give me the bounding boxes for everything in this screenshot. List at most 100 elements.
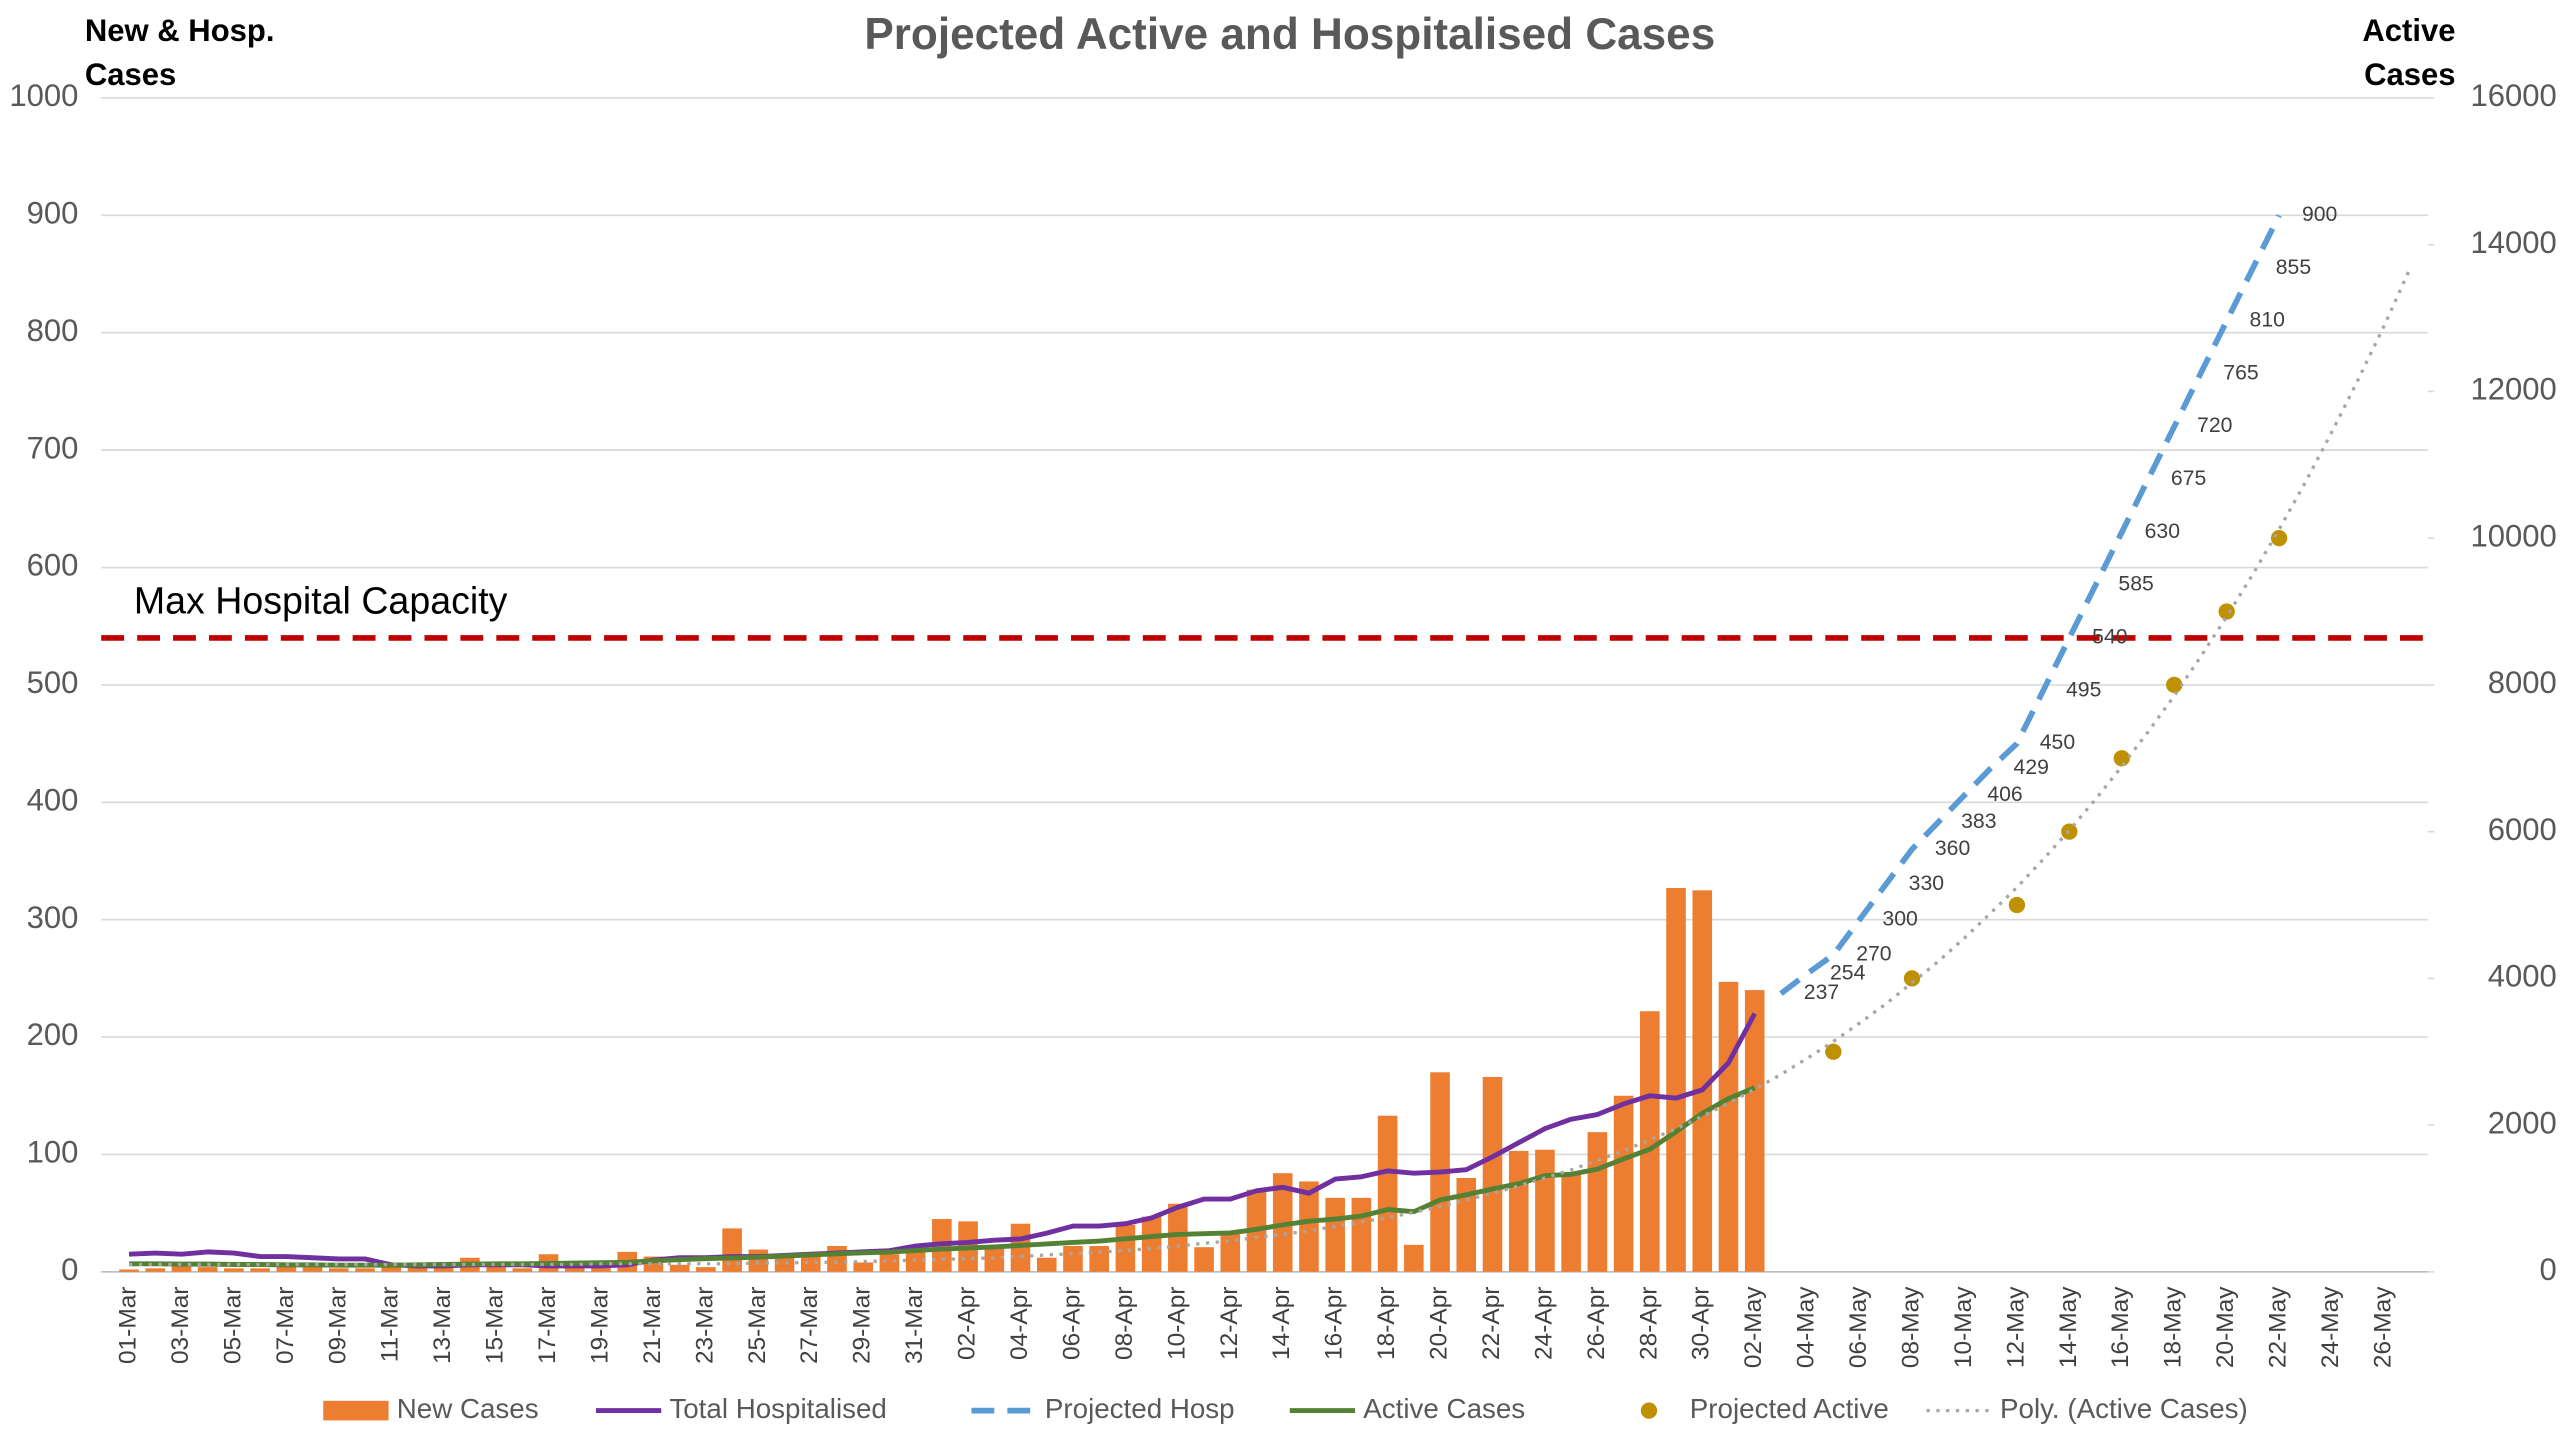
x-tick-label: 03-Mar bbox=[167, 1287, 194, 1365]
y-tick-label: 800 bbox=[27, 313, 79, 348]
y-tick-label: 200 bbox=[27, 1017, 79, 1052]
x-tick-label: 20-May bbox=[2212, 1286, 2239, 1368]
data-label: 810 bbox=[2250, 309, 2285, 332]
x-tick-label: 12-Apr bbox=[1216, 1287, 1243, 1360]
bar bbox=[827, 1246, 847, 1272]
legend-label: Total Hospitalised bbox=[669, 1393, 886, 1424]
x-tick-label: 16-Apr bbox=[1321, 1287, 1348, 1360]
y-axis-label: New & Hosp. bbox=[85, 13, 275, 48]
bar bbox=[1482, 1076, 1503, 1272]
bar bbox=[328, 1268, 349, 1272]
x-tick-label: 08-Apr bbox=[1111, 1287, 1138, 1360]
legend-swatch bbox=[1640, 1402, 1658, 1419]
y-tick-label: 900 bbox=[27, 196, 79, 231]
bar bbox=[1587, 1132, 1608, 1272]
x-tick-label: 23-Mar bbox=[691, 1287, 718, 1365]
data-label: 300 bbox=[1882, 907, 1917, 930]
y2-tick-label: 2000 bbox=[2488, 1105, 2557, 1140]
x-tick-label: 21-Mar bbox=[639, 1287, 666, 1365]
marker bbox=[2166, 676, 2183, 694]
marker bbox=[2270, 530, 2288, 547]
bar bbox=[774, 1257, 795, 1272]
bar bbox=[1036, 1257, 1057, 1272]
reference-label: Max Hospital Capacity bbox=[134, 580, 508, 622]
y2-tick-label: 0 bbox=[2539, 1252, 2556, 1287]
bar bbox=[1613, 1095, 1634, 1272]
chart-title: Projected Active and Hospitalised Cases bbox=[864, 10, 1715, 59]
x-tick-label: 18-Apr bbox=[1373, 1287, 1400, 1360]
y2-tick-label: 8000 bbox=[2488, 665, 2557, 700]
y2-tick-label: 10000 bbox=[2470, 518, 2556, 553]
bar bbox=[1220, 1233, 1241, 1272]
legend-label: Active Cases bbox=[1363, 1393, 1525, 1424]
x-tick-label: 28-Apr bbox=[1635, 1287, 1662, 1360]
x-tick-label: 12-May bbox=[2002, 1286, 2029, 1368]
x-tick-label: 26-May bbox=[2369, 1286, 2396, 1368]
x-tick-label: 22-May bbox=[2265, 1286, 2292, 1368]
x-tick-label: 14-Apr bbox=[1268, 1287, 1295, 1360]
marker bbox=[1903, 970, 1921, 987]
legend-label: Projected Active bbox=[1690, 1393, 1889, 1424]
x-tick-label: 15-Mar bbox=[482, 1287, 509, 1365]
y-axis-label: Cases bbox=[85, 57, 176, 92]
bar bbox=[1456, 1177, 1477, 1272]
bar bbox=[722, 1228, 742, 1272]
bar bbox=[1666, 887, 1686, 1272]
marker bbox=[1825, 1043, 1842, 1060]
bar bbox=[1692, 890, 1713, 1272]
x-tick-label: 31-Mar bbox=[901, 1287, 928, 1365]
bar bbox=[853, 1262, 873, 1272]
bar bbox=[748, 1249, 769, 1272]
x-tick-label: 14-May bbox=[2055, 1286, 2082, 1368]
bar bbox=[1168, 1203, 1188, 1272]
y2-tick-label: 14000 bbox=[2470, 225, 2556, 260]
bar bbox=[250, 1268, 270, 1272]
bar bbox=[800, 1255, 821, 1272]
legend-item: Projected Active bbox=[1640, 1393, 1889, 1424]
data-label: 237 bbox=[1804, 981, 1839, 1004]
x-tick-label: 27-Mar bbox=[796, 1287, 823, 1365]
y2-tick-label: 16000 bbox=[2470, 78, 2556, 113]
bar bbox=[1508, 1150, 1529, 1272]
data-label: 765 bbox=[2223, 361, 2258, 384]
marker bbox=[2113, 750, 2130, 767]
x-tick-label: 25-Mar bbox=[744, 1287, 771, 1365]
bar bbox=[1325, 1197, 1345, 1272]
y2-axis-label: Active bbox=[2362, 13, 2455, 48]
data-label: 360 bbox=[1935, 837, 1970, 860]
bar bbox=[1089, 1246, 1109, 1272]
x-tick-label: 24-May bbox=[2317, 1286, 2344, 1368]
marker bbox=[2218, 603, 2235, 620]
series-line bbox=[1779, 214, 2282, 996]
bar bbox=[1718, 981, 1739, 1272]
data-label: 720 bbox=[2197, 414, 2232, 437]
bar bbox=[433, 1265, 454, 1272]
bar bbox=[302, 1267, 323, 1272]
bar bbox=[197, 1267, 218, 1272]
bar bbox=[1063, 1246, 1083, 1272]
bar bbox=[1194, 1247, 1214, 1272]
y-tick-label: 700 bbox=[27, 430, 79, 465]
bar bbox=[1115, 1224, 1136, 1272]
bar bbox=[1377, 1115, 1398, 1272]
data-label: 495 bbox=[2066, 678, 2101, 701]
y-tick-label: 100 bbox=[27, 1135, 79, 1170]
x-tick-label: 06-Apr bbox=[1058, 1287, 1085, 1360]
data-label: 330 bbox=[1909, 872, 1944, 895]
data-label: 675 bbox=[2171, 467, 2206, 490]
x-tick-label: 29-Mar bbox=[849, 1287, 876, 1365]
data-label: 406 bbox=[1987, 783, 2022, 806]
y-tick-label: 400 bbox=[27, 782, 79, 817]
bar bbox=[1299, 1181, 1319, 1272]
x-tick-label: 06-May bbox=[1845, 1286, 1872, 1368]
series-line bbox=[129, 1085, 1756, 1268]
legend-item: Poly. (Active Cases) bbox=[1926, 1393, 2248, 1424]
x-tick-label: 07-Mar bbox=[272, 1287, 299, 1365]
x-tick-label: 04-Apr bbox=[1006, 1287, 1033, 1360]
legend-label: Projected Hosp bbox=[1045, 1393, 1235, 1424]
x-tick-label: 13-Mar bbox=[429, 1287, 456, 1365]
y-tick-label: 1000 bbox=[9, 78, 78, 113]
data-label: 630 bbox=[2145, 520, 2180, 543]
